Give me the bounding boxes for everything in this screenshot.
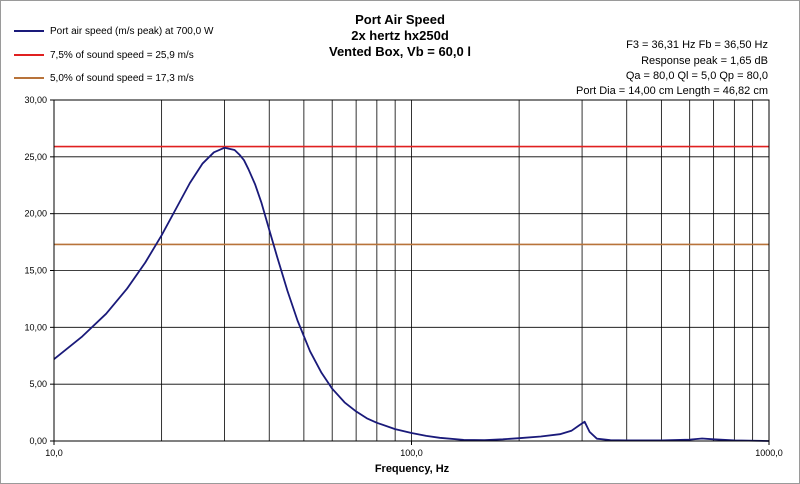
legend-label-7-5-percent: 7,5% of sound speed = 25,9 m/s bbox=[50, 50, 194, 61]
series-line-0 bbox=[53, 146, 770, 442]
chart-title-line-2: 2x hertz hx250d bbox=[351, 28, 449, 43]
annotation-response-peak: Response peak = 1,65 dB bbox=[641, 55, 768, 67]
x-tick-label: 10,0 bbox=[45, 448, 63, 458]
y-tick-label: 5,00 bbox=[29, 379, 47, 389]
series-layer bbox=[53, 145, 770, 442]
x-tick-label: 1000,0 bbox=[755, 448, 783, 458]
axes: 0,00 5,00 10,00 15,00 20,00 25,00 30,00 10,0 100… bbox=[24, 95, 782, 458]
y-tick-label: 10,00 bbox=[24, 322, 47, 332]
x-axis-title: Frequency, Hz bbox=[375, 463, 450, 475]
x-tick-label: 100,0 bbox=[400, 448, 423, 458]
grid-lines bbox=[53, 99, 770, 442]
annotation-port-dimensions: Port Dia = 14,00 cm Length = 46,82 cm bbox=[576, 85, 768, 97]
y-tick-label: 15,00 bbox=[24, 266, 47, 276]
annotation-q-values: Qa = 80,0 Ql = 5,0 Qp = 80,0 bbox=[626, 70, 768, 82]
y-tick-label: 0,00 bbox=[29, 436, 47, 446]
chart-title-line-3: Vented Box, Vb = 60,0 l bbox=[329, 44, 471, 59]
y-tick-label: 25,00 bbox=[24, 152, 47, 162]
legend-label-port-speed: Port air speed (m/s peak) at 700,0 W bbox=[50, 26, 214, 37]
y-tick-label: 30,00 bbox=[24, 95, 47, 105]
legend-label-5-percent: 5,0% of sound speed = 17,3 m/s bbox=[50, 73, 194, 84]
legend: Port air speed (m/s peak) at 700,0 W 7,5… bbox=[14, 26, 214, 84]
chart-title-line-1: Port Air Speed bbox=[355, 12, 445, 27]
y-tick-label: 20,00 bbox=[24, 209, 47, 219]
annotation-f3-fb: F3 = 36,31 Hz Fb = 36,50 Hz bbox=[626, 39, 768, 51]
